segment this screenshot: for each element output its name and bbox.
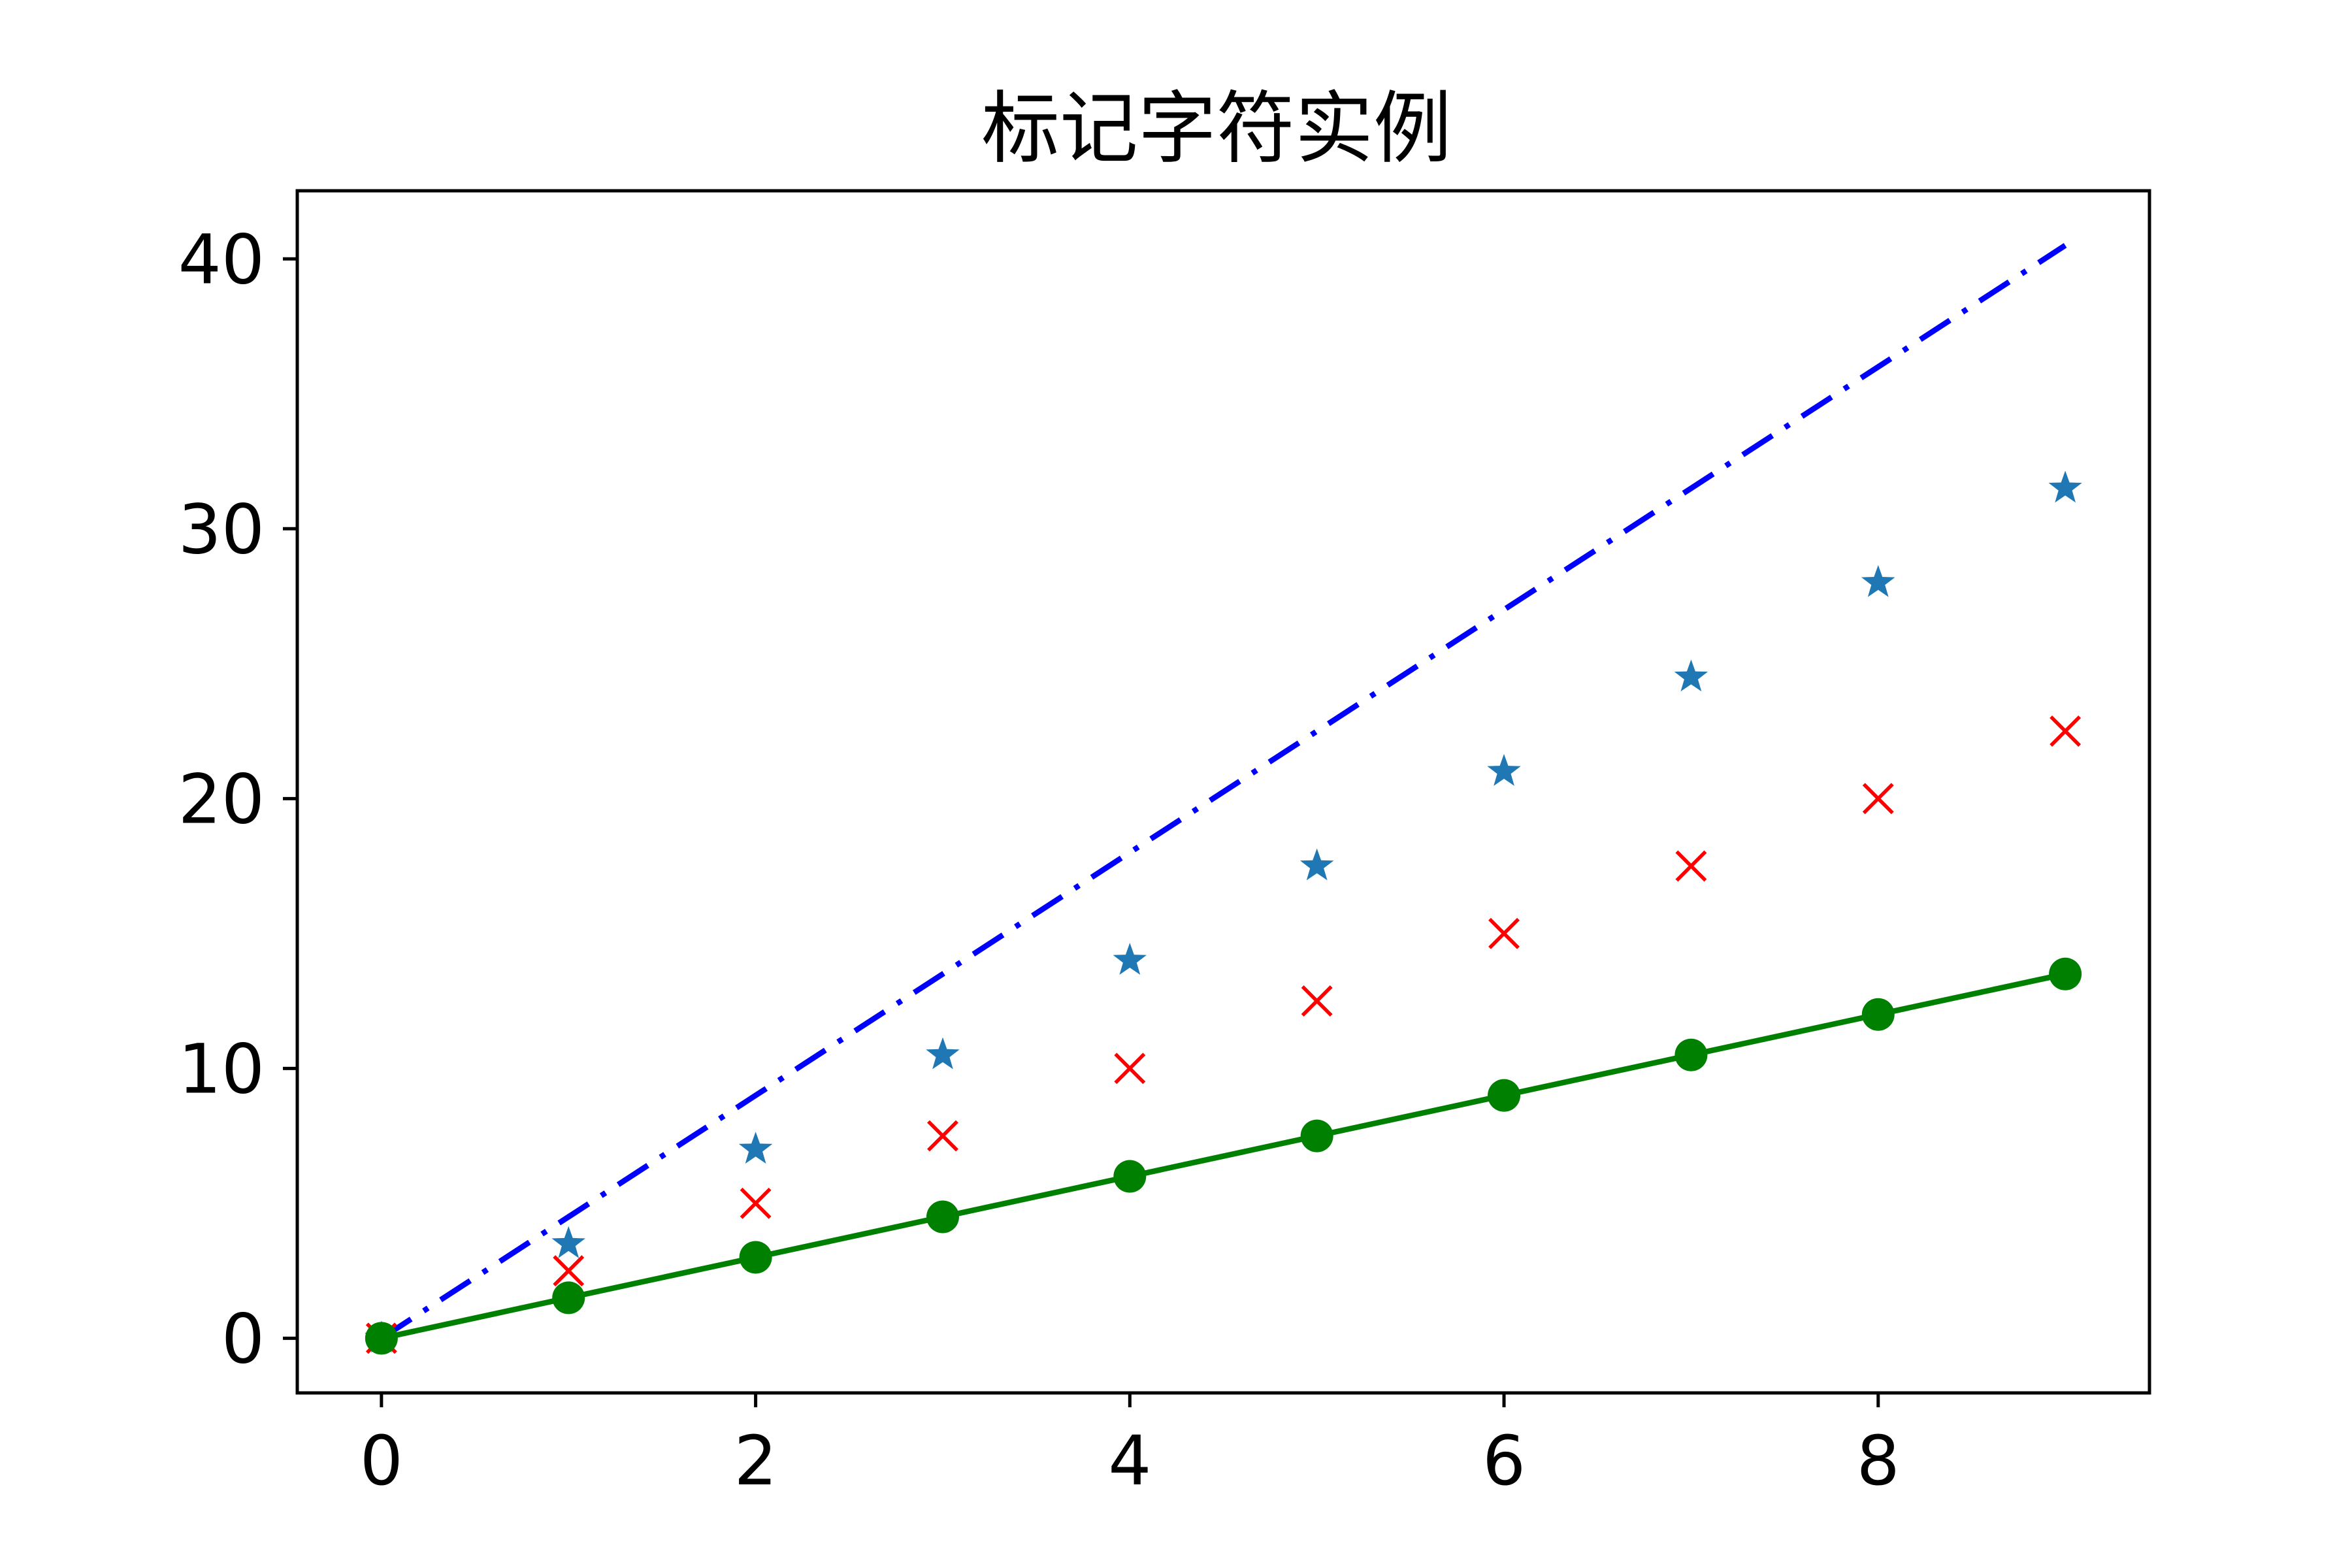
series-3-point-2	[739, 1241, 772, 1274]
series-2-point-1	[553, 1255, 585, 1287]
x-tick-label-1: 2	[734, 1421, 777, 1501]
x-tick-label-2: 4	[1108, 1421, 1151, 1501]
series-3-line	[381, 971, 2066, 1341]
series-1-point-7	[1674, 659, 1708, 692]
series-3-point-0	[365, 1322, 398, 1355]
y-tick-label-0: 0	[221, 1299, 265, 1379]
series-3-point-1	[552, 1281, 585, 1315]
series-2-point-3	[927, 1120, 958, 1152]
series-0	[380, 243, 2067, 1341]
x-tick-label-3: 6	[1482, 1421, 1526, 1501]
x-tick-label-0: 0	[360, 1421, 403, 1501]
axes-frame	[295, 189, 2151, 1395]
series-2-point-5	[1301, 985, 1333, 1017]
series-2-point-4	[1114, 1053, 1146, 1085]
series-1-point-8	[1861, 564, 1895, 597]
series-2-point-2	[740, 1187, 772, 1219]
series-2-point-8	[1862, 783, 1894, 815]
series-1-point-3	[926, 1037, 960, 1070]
series-2-point-9	[2050, 715, 2082, 747]
plot-area	[365, 243, 2082, 1355]
series-1-point-6	[1487, 754, 1521, 786]
x-tick-label-4: 8	[1857, 1421, 1900, 1501]
y-tick-label-3: 30	[178, 489, 265, 569]
series-1-point-2	[738, 1132, 773, 1164]
series-2-point-7	[1675, 850, 1707, 882]
chart-title: 标记字符实例	[981, 84, 1452, 174]
series-1-point-9	[2048, 470, 2082, 503]
series-3	[365, 957, 2082, 1355]
series-3-point-7	[1674, 1038, 1708, 1071]
series-3-point-6	[1488, 1079, 1521, 1112]
series-1-point-5	[1300, 848, 1334, 881]
series-3-point-3	[926, 1200, 959, 1233]
y-tick-label-1: 10	[178, 1029, 265, 1109]
y-tick-label-4: 40	[178, 220, 265, 299]
series-3-point-8	[1861, 998, 1895, 1031]
series-2-point-6	[1488, 917, 1520, 949]
series-0-line	[380, 243, 2067, 1341]
series-1-point-4	[1113, 943, 1147, 975]
axis-ticks: 0 2 4 6 8 0 10 20 30 40	[178, 220, 1900, 1501]
series-3-point-4	[1113, 1160, 1147, 1193]
series-3-point-5	[1300, 1119, 1333, 1152]
series-1-point-1	[551, 1226, 585, 1258]
y-tick-label-2: 20	[178, 759, 265, 839]
series-3-point-9	[2049, 957, 2082, 990]
